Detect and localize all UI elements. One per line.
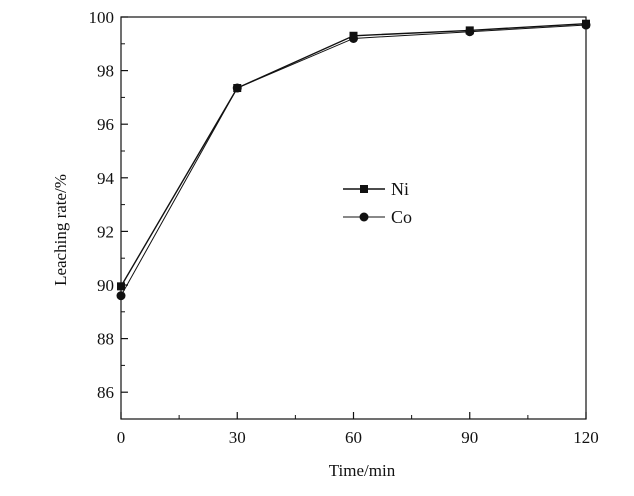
x-tick-label: 120 bbox=[573, 428, 599, 447]
legend-label-ni: Ni bbox=[391, 179, 409, 199]
data-point-ni bbox=[117, 282, 125, 291]
series-line-co bbox=[120, 24, 587, 296]
axes: 0 30 60 90 120 86 88 90 92 94 96 98 100 bbox=[89, 8, 599, 447]
x-tick-label: 60 bbox=[345, 428, 362, 447]
data-point-co bbox=[465, 27, 475, 37]
x-tick-label: 30 bbox=[229, 428, 246, 447]
data-point-co bbox=[581, 20, 591, 30]
series-layer bbox=[116, 19, 591, 301]
y-tick-label: 100 bbox=[89, 8, 115, 27]
x-tick-label: 0 bbox=[117, 428, 126, 447]
y-tick-label: 90 bbox=[97, 276, 114, 295]
y-tick-label: 96 bbox=[97, 115, 114, 134]
legend-label-co: Co bbox=[391, 207, 412, 227]
y-tick-label: 88 bbox=[97, 330, 114, 349]
series-line-ni bbox=[120, 23, 587, 287]
plot-frame bbox=[120, 16, 587, 420]
x-tick-label: 90 bbox=[461, 428, 478, 447]
legend-marker-co bbox=[359, 212, 369, 222]
data-point-co bbox=[232, 83, 242, 93]
y-tick-label: 98 bbox=[97, 62, 114, 81]
x-axis-title: Time/min bbox=[329, 461, 396, 480]
legend-marker-ni bbox=[360, 185, 368, 193]
data-point-co bbox=[349, 33, 358, 43]
legend: Ni Co bbox=[343, 179, 412, 227]
y-axis-title: Leaching rate/% bbox=[51, 174, 70, 286]
y-tick-label: 92 bbox=[97, 222, 114, 241]
y-tick-label: 94 bbox=[97, 169, 115, 188]
y-tick-label: 86 bbox=[97, 383, 114, 402]
data-point-co bbox=[116, 291, 126, 301]
